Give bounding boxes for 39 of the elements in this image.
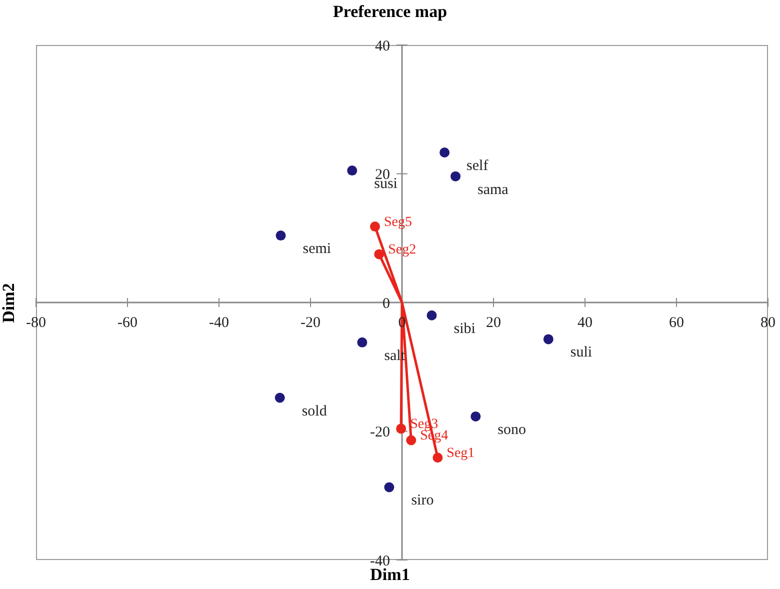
point <box>450 171 461 182</box>
x-tick-label: -20 <box>300 315 320 332</box>
point <box>543 334 554 344</box>
chart-title: Preference map <box>332 2 448 22</box>
point <box>396 424 406 434</box>
point <box>276 230 286 241</box>
point <box>440 148 450 158</box>
data-label: sibi <box>454 320 476 337</box>
data-label: Seg5 <box>384 215 412 230</box>
data-label: sold <box>302 403 328 420</box>
point <box>374 249 384 260</box>
data-label: Seg1 <box>446 446 475 462</box>
y-axis-title: Dim2 <box>0 282 19 322</box>
point <box>470 411 481 422</box>
point <box>357 337 368 348</box>
x-tick-label: 80 <box>760 315 776 332</box>
point <box>426 310 437 320</box>
data-label: self <box>466 158 488 174</box>
x-tick-label: -80 <box>26 315 46 332</box>
data-label: siro <box>411 492 434 509</box>
point <box>370 222 380 232</box>
data-label: Seg2 <box>388 242 416 258</box>
data-label: sono <box>498 422 526 438</box>
y-tick-label: -20 <box>370 424 390 441</box>
x-tick-label: 20 <box>486 315 501 332</box>
point <box>406 435 416 446</box>
data-label: sama <box>478 182 509 198</box>
data-label: suli <box>570 344 592 361</box>
point <box>384 482 394 492</box>
x-tick-label: 40 <box>578 315 592 332</box>
x-tick-label: -40 <box>209 315 229 332</box>
x-tick-label: 60 <box>669 315 684 332</box>
point <box>274 392 285 403</box>
point <box>347 166 358 176</box>
y-tick-label: 0 <box>382 296 390 312</box>
y-tick-label: 40 <box>375 38 390 54</box>
point <box>432 452 443 463</box>
data-label: semi <box>302 241 332 258</box>
x-tick-label: -60 <box>118 315 138 332</box>
